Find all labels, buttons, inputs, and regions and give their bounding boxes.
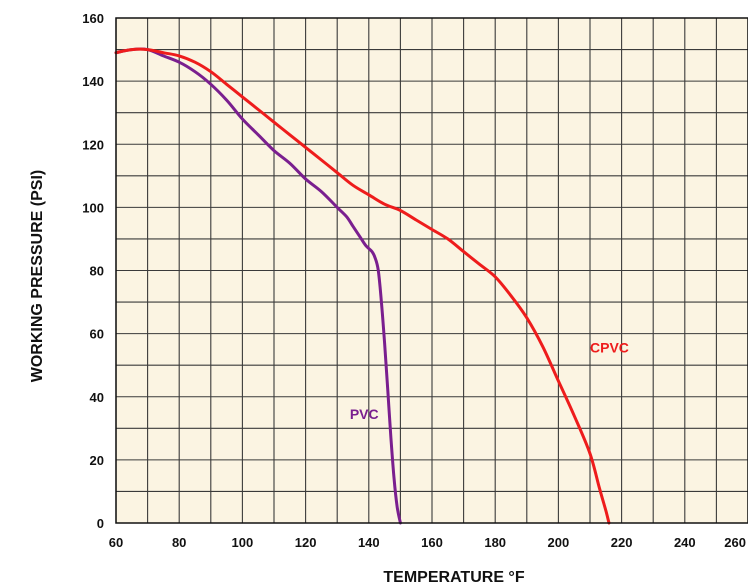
y-tick-label: 60 [90,327,104,342]
y-tick-label: 0 [97,516,104,531]
x-tick-labels: 60 80 100 120 140 160 180 200 220 240 260 [109,535,746,550]
x-tick-label: 220 [611,535,633,550]
plot-frame [115,17,748,524]
grid [115,17,748,524]
y-tick-label: 120 [82,137,104,152]
series-label-pvc: PVC [350,406,379,422]
x-tick-label: 180 [484,535,506,550]
x-tick-label: 60 [109,535,123,550]
y-tick-label: 140 [82,74,104,89]
y-tick-label: 160 [82,11,104,26]
x-tick-label: 200 [548,535,570,550]
x-axis-title: TEMPERATURE °F [383,569,524,584]
series-label-cpvc: CPVC [590,340,629,356]
y-axis-title: WORKING PRESSURE (PSI) [29,170,46,382]
y-tick-labels: 0 20 40 60 80 100 120 140 160 [82,11,104,531]
series-line-cpvc [114,47,611,525]
x-tick-label: 120 [295,535,317,550]
y-tick-label: 80 [90,264,104,279]
series-lines [114,47,611,525]
x-tick-label: 260 [724,535,746,550]
y-tick-label: 40 [90,390,104,405]
x-tick-label: 100 [232,535,254,550]
x-tick-label: 160 [421,535,443,550]
x-tick-label: 140 [358,535,380,550]
y-tick-label: 100 [82,200,104,215]
series-labels: PVC CPVC [350,340,629,422]
y-tick-label: 20 [90,453,104,468]
x-tick-label: 240 [674,535,696,550]
series-line-pvc [114,47,402,525]
x-tick-label: 80 [172,535,186,550]
